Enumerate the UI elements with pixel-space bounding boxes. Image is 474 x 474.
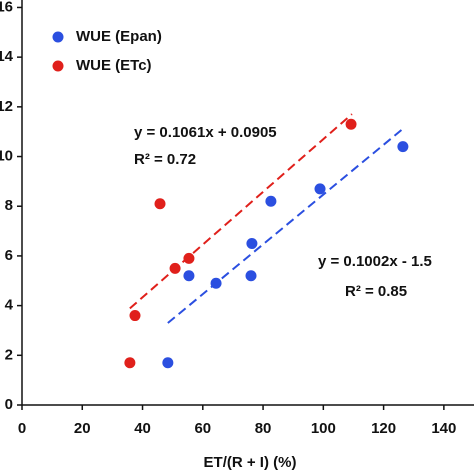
y-tick-label: 10 <box>0 148 13 165</box>
x-tick-label: 40 <box>134 420 151 437</box>
data-point <box>210 277 222 289</box>
trend-r2: R² = 0.85 <box>345 283 407 300</box>
y-tick-label: 4 <box>5 297 14 314</box>
data-point <box>265 195 277 207</box>
y-tick-label: 12 <box>0 98 13 115</box>
legend-marker <box>52 60 64 72</box>
x-tick-label: 140 <box>431 420 456 437</box>
data-point <box>245 270 257 282</box>
data-point <box>345 118 357 130</box>
data-point <box>246 237 258 249</box>
y-tick-label: 6 <box>5 247 13 264</box>
x-tick-label: 60 <box>194 420 211 437</box>
y-tick-label: 16 <box>0 0 13 15</box>
data-point <box>169 262 181 274</box>
data-point <box>397 141 409 153</box>
x-tick-label: 0 <box>18 420 26 437</box>
x-tick-label: 80 <box>255 420 272 437</box>
legend-marker <box>52 31 64 43</box>
legend-label: WUE (Epan) <box>76 28 162 45</box>
trendline <box>129 113 353 310</box>
x-tick-label: 20 <box>74 420 91 437</box>
data-point <box>183 270 195 282</box>
y-tick-label: 14 <box>0 48 14 65</box>
data-point <box>162 357 174 369</box>
x-axis-label: ET/(R + I) (%) <box>204 454 297 471</box>
data-point <box>183 252 195 264</box>
y-tick-label: 8 <box>5 197 13 214</box>
legend-label: WUE (ETc) <box>76 57 152 74</box>
data-point <box>314 183 326 195</box>
data-point <box>124 357 136 369</box>
x-tick-label: 100 <box>311 420 336 437</box>
y-tick-label: 2 <box>5 346 13 363</box>
x-tick-label: 120 <box>371 420 396 437</box>
data-point <box>154 198 166 210</box>
trend-r2: R² = 0.72 <box>134 151 196 168</box>
data-point <box>129 310 141 322</box>
trendline <box>167 128 404 324</box>
trend-equation: y = 0.1002x - 1.5 <box>318 253 432 270</box>
trend-equation: y = 0.1061x + 0.0905 <box>134 124 277 141</box>
y-tick-label: 0 <box>5 396 13 413</box>
